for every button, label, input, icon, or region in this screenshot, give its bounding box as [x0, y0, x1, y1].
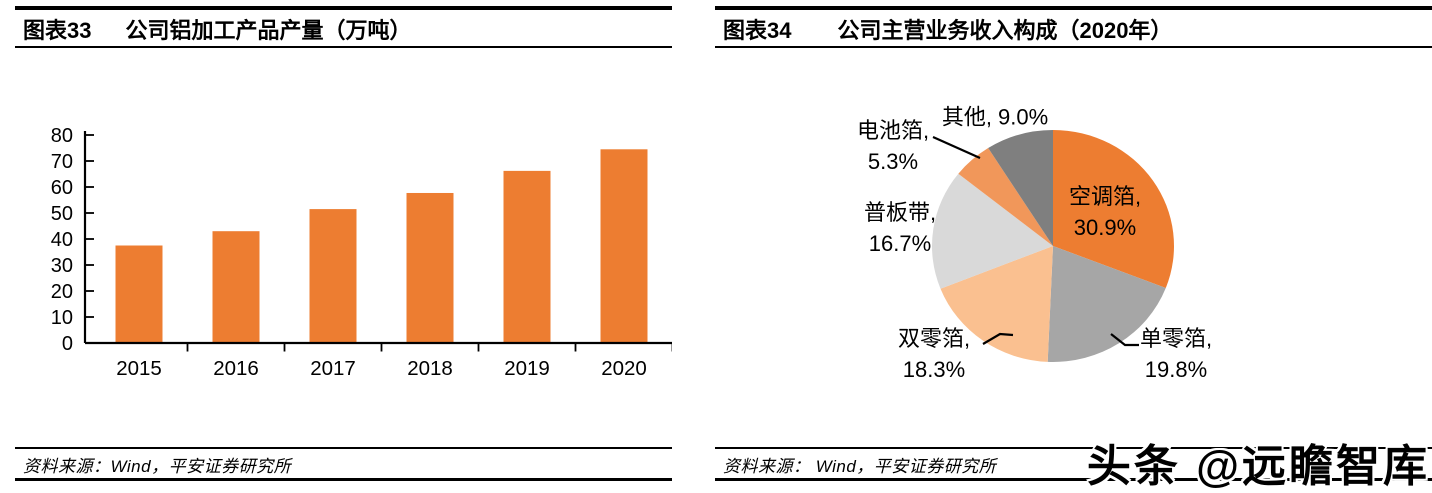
header-thin-rule [715, 46, 1432, 48]
pie-label-1: 单零箔, 19.8% [1140, 323, 1212, 385]
x-category-label: 2015 [116, 357, 162, 380]
pie-label-line: 空调箔, [1068, 184, 1142, 209]
leader-line-single-zero-foil [1110, 333, 1139, 347]
x-category-label: 2020 [601, 357, 647, 380]
pie-label-4: 电池箔, 5.3% [857, 115, 929, 177]
pie-slice-5 [988, 130, 1053, 246]
bar-2020 [600, 149, 648, 343]
bar-2018 [406, 192, 454, 343]
footer-thin-rule [715, 447, 1432, 449]
pie-label-line: 普板带, [863, 200, 937, 225]
header-thick-rule [15, 6, 672, 10]
y-tick-label: 60 [51, 177, 73, 199]
bar-chart: 0 10 20 30 40 50 60 70 80 2015 2016 2017 2018 2019 202… [51, 125, 672, 380]
y-tick-label: 80 [51, 125, 73, 147]
source-note: 资料来源：Wind，平安证券研究所 [23, 457, 292, 476]
figure-34-title: 公司主营业务收入构成（2020年） [837, 18, 1173, 43]
y-tick-label: 20 [51, 281, 73, 303]
pie-label-3: 普板带, 16.7% [864, 197, 936, 259]
y-tick-label: 50 [51, 203, 73, 225]
figure-33-header: 图表33 公司铝加工产品产量（万吨） [23, 13, 412, 45]
source-note: 资料来源： Wind，平安证券研究所 [723, 457, 997, 476]
figure-33-label: 图表33 [23, 18, 92, 43]
x-category-label: 2016 [213, 357, 259, 380]
y-tick-label: 10 [51, 307, 73, 329]
figure-34-panel: 图表34 公司主营业务收入构成（2020年） 空调箔, 30.9% 单零箔, 19.8… [715, 0, 1432, 493]
bar-2015 [115, 245, 163, 343]
pie-label-line: 19.8% [1144, 357, 1208, 382]
pie-label-line: 30.9% [1073, 215, 1137, 240]
pie-label-line: 单零箔, [1139, 326, 1213, 351]
bar-2019 [503, 170, 551, 343]
header-thick-rule [715, 6, 1432, 10]
pie-label-2: 双零箔, 18.3% [898, 323, 970, 385]
pie-label-line: 16.7% [868, 231, 932, 256]
footer-thin-rule [15, 447, 672, 449]
x-category-label: 2019 [504, 357, 550, 380]
pie-slice-4 [958, 148, 1053, 246]
pie-label-line: 电池箔, [856, 118, 930, 143]
figure-33-title: 公司铝加工产品产量（万吨） [125, 18, 412, 43]
x-category-label: 2018 [407, 357, 453, 380]
y-tick-label: 40 [51, 229, 73, 251]
footer-thick-rule [15, 478, 672, 481]
pie-label-5: 其他, 9.0% [941, 104, 1049, 130]
leader-line-double-zero-foil [982, 332, 1014, 345]
y-tick-label: 70 [51, 151, 73, 173]
figure-33-panel: 图表33 公司铝加工产品产量（万吨） 0 10 20 30 40 50 60 70 80 2015… [15, 0, 672, 493]
pie-slice-1 [1047, 246, 1166, 363]
pie-label-0: 空调箔, 30.9% [1069, 181, 1141, 243]
bar-2017 [309, 209, 357, 343]
bar-2016 [212, 231, 260, 343]
pie-slice-0 [1053, 130, 1174, 289]
header-thin-rule [15, 46, 672, 48]
pie-slice-3 [932, 173, 1053, 289]
figure-34-header: 图表34 公司主营业务收入构成（2020年） [723, 13, 1172, 45]
pie-slice-2 [940, 246, 1053, 362]
pie-label-line: 5.3% [867, 149, 919, 174]
watermark: 头条 @远瞻智库 [1086, 442, 1430, 491]
x-category-label: 2017 [310, 357, 356, 380]
pie-label-line: 18.3% [902, 357, 966, 382]
y-tick-label: 30 [51, 255, 73, 277]
footer-thick-rule [715, 478, 1432, 481]
leader-line-battery-foil [932, 135, 981, 160]
figure-34-label: 图表34 [723, 18, 792, 43]
y-tick-label: 0 [62, 333, 73, 355]
pie-chart [932, 130, 1174, 363]
pie-label-line: 双零箔, [897, 326, 971, 351]
